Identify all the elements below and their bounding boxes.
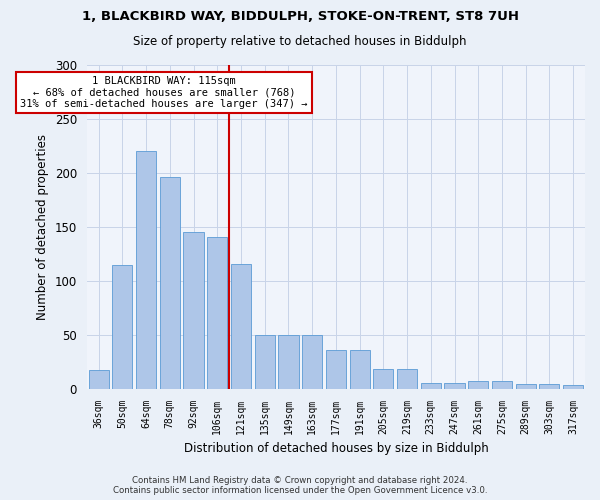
Y-axis label: Number of detached properties: Number of detached properties: [36, 134, 49, 320]
Text: Contains HM Land Registry data © Crown copyright and database right 2024.
Contai: Contains HM Land Registry data © Crown c…: [113, 476, 487, 495]
Text: Size of property relative to detached houses in Biddulph: Size of property relative to detached ho…: [133, 35, 467, 48]
Bar: [160, 177, 180, 388]
Bar: [136, 152, 156, 388]
Bar: [468, 381, 488, 388]
Bar: [492, 381, 512, 388]
Bar: [231, 264, 251, 388]
Text: 1, BLACKBIRD WAY, BIDDULPH, STOKE-ON-TRENT, ST8 7UH: 1, BLACKBIRD WAY, BIDDULPH, STOKE-ON-TRE…: [82, 10, 518, 23]
Bar: [112, 264, 133, 388]
Text: 1 BLACKBIRD WAY: 115sqm
← 68% of detached houses are smaller (768)
31% of semi-d: 1 BLACKBIRD WAY: 115sqm ← 68% of detache…: [20, 76, 308, 109]
Bar: [515, 384, 536, 388]
Bar: [445, 384, 464, 388]
X-axis label: Distribution of detached houses by size in Biddulph: Distribution of detached houses by size …: [184, 442, 488, 455]
Bar: [278, 334, 299, 388]
Bar: [302, 334, 322, 388]
Bar: [397, 370, 417, 388]
Bar: [373, 370, 394, 388]
Bar: [563, 386, 583, 388]
Bar: [326, 350, 346, 389]
Bar: [254, 334, 275, 388]
Bar: [421, 384, 441, 388]
Bar: [350, 350, 370, 389]
Bar: [207, 236, 227, 388]
Bar: [539, 384, 559, 388]
Bar: [184, 232, 203, 388]
Bar: [89, 370, 109, 388]
